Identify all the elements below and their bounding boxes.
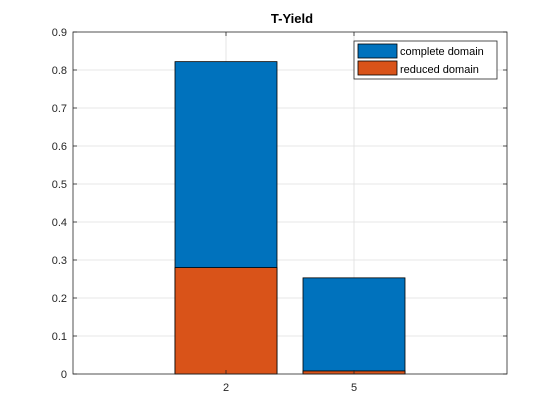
axes-background	[73, 32, 507, 374]
y-tick-label: 0.3	[52, 255, 67, 267]
y-tick-label: 0.8	[52, 65, 67, 77]
legend: complete domain reduced domain	[353, 40, 498, 80]
y-tick-label: 0.2	[52, 293, 67, 305]
axis-ticks: 0 0.1 0.2 0.3 0.4 0.5 0.6 0.7 0.8 0.9 2 5	[52, 27, 507, 394]
y-tick-label: 0.9	[52, 27, 67, 39]
bars	[174, 61, 406, 375]
axes-box	[72, 31, 508, 375]
chart-title: T-Yield	[271, 11, 313, 26]
legend-label-complete-domain: complete domain	[400, 46, 484, 58]
x-tick-label: 5	[351, 382, 357, 394]
y-tick-label: 0.5	[52, 179, 67, 191]
y-tick-label: 0.1	[52, 331, 67, 343]
legend-swatch-reduced-domain	[357, 60, 398, 76]
y-tick-label: 0.6	[52, 141, 67, 153]
bar-reduced-domain-2	[174, 267, 278, 375]
y-tick-label: 0.7	[52, 103, 67, 115]
x-tick-label: 2	[223, 382, 229, 394]
legend-swatch-complete-domain	[357, 43, 398, 59]
y-tick-label: 0.4	[52, 217, 67, 229]
y-tick-label: 0	[61, 369, 67, 381]
legend-label-reduced-domain: reduced domain	[400, 64, 479, 76]
plot-area: 0 0.1 0.2 0.3 0.4 0.5 0.6 0.7 0.8 0.9 2 5	[52, 27, 508, 394]
bar-complete-domain-5	[302, 277, 406, 375]
